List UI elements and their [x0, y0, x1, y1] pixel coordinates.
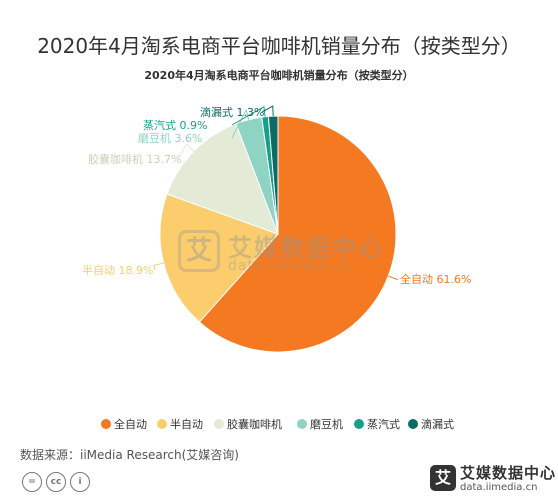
- leader-line-5: [261, 105, 274, 117]
- cc-equal-icon: =: [22, 472, 42, 492]
- legend-swatch-1: [157, 419, 167, 429]
- pie-slice-1: [159, 193, 279, 323]
- legend-label-3: 磨豆机: [310, 417, 343, 431]
- slice-labels: 全自动 61.6% 半自动 18.9% 胶囊咖啡机 13.7% 磨豆机 3.6%蒸汽式…: [82, 105, 471, 286]
- license-icons: = cc i: [22, 472, 90, 492]
- brand-logo-icon: 艾: [430, 465, 456, 491]
- leader-line-0: [388, 275, 398, 281]
- leader-line-1: [153, 262, 164, 271]
- leader-line-2: [177, 143, 195, 160]
- page-title: 2020年4月淘系电商平台咖啡机销量分布（按类型分）: [37, 34, 521, 58]
- legend-swatch-0: [101, 419, 111, 429]
- legend-swatch-3: [297, 419, 307, 429]
- slice-label-4: 蒸汽式 0.9%: [143, 118, 207, 132]
- label-leader-lines: [153, 105, 398, 281]
- legend-label-5: 滴漏式: [421, 417, 454, 431]
- legend-item-4: 蒸汽式: [354, 417, 400, 431]
- legend-label-1: 半自动: [170, 417, 203, 431]
- chart-legend: 全自动 半自动 胶囊咖啡机 磨豆机 蒸汽式 滴漏式: [101, 417, 454, 431]
- slice-label-3: 磨豆机 3.6%: [138, 131, 202, 145]
- legend-item-2: 胶囊咖啡机: [214, 417, 282, 431]
- legend-swatch-4: [354, 419, 364, 429]
- leader-line-4: [231, 105, 266, 126]
- legend-label-4: 蒸汽式: [367, 417, 400, 431]
- cc-license-icon: cc: [46, 472, 66, 492]
- chart-title: 2020年4月淘系电商平台咖啡机销量分布（按类型分）: [144, 69, 414, 82]
- legend-swatch-2: [214, 419, 224, 429]
- legend-item-1: 半自动: [157, 417, 203, 431]
- legend-item-3: 磨豆机: [297, 417, 343, 431]
- cc-info-icon: i: [70, 472, 90, 492]
- data-source: 数据来源：iiMedia Research(艾媒咨询): [20, 448, 239, 462]
- legend-item-0: 全自动: [101, 417, 147, 431]
- slice-label-2: 胶囊咖啡机 13.7%: [88, 152, 181, 166]
- legend-item-5: 滴漏式: [408, 417, 454, 431]
- legend-label-2: 胶囊咖啡机: [227, 417, 282, 431]
- pie-slices: [159, 115, 397, 353]
- legend-swatch-5: [408, 419, 418, 429]
- slice-label-5: 滴漏式 1.3%: [200, 105, 264, 119]
- brand-logo: 艾 艾媒数据中心 data.iimedia.cn: [430, 462, 557, 498]
- pie-slice-0: [198, 115, 397, 353]
- slice-label-0: 全自动 61.6%: [400, 272, 471, 286]
- brand-url: data.iimedia.cn: [460, 482, 538, 493]
- slice-label-1: 半自动 18.9%: [82, 263, 153, 277]
- brand-name: 艾媒数据中心: [460, 464, 557, 482]
- legend-label-0: 全自动: [114, 417, 147, 431]
